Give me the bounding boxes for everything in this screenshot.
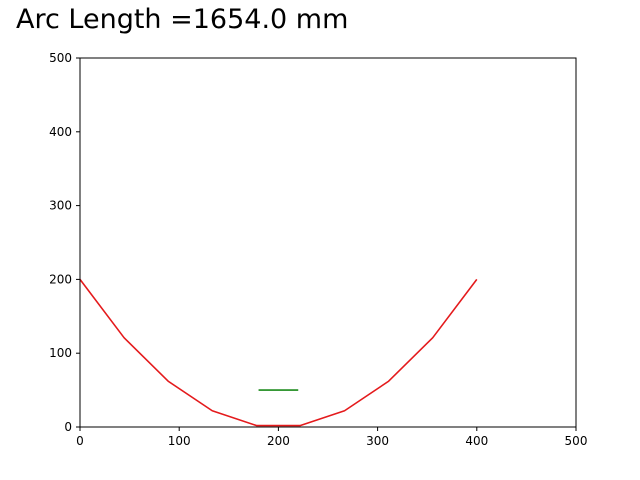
axis-ticks: 0 100 200 300 400 500 0 100 200 300 400 500 [49,51,587,448]
x-tick-label: 200 [267,434,290,448]
y-tick-label: 100 [49,346,72,360]
x-tick-label: 400 [465,434,488,448]
x-tick-label: 100 [168,434,191,448]
y-tick-label: 200 [49,272,72,286]
plot-frame [79,57,577,428]
x-tick-label: 0 [76,434,84,448]
x-tick-label: 300 [366,434,389,448]
y-tick-label: 0 [64,420,72,434]
y-tick-label: 300 [49,199,72,213]
chart-title: Arc Length =1654.0 mm [16,4,349,35]
y-tick-label: 500 [49,51,72,65]
series-line-0 [79,278,478,427]
series-group [79,278,478,427]
x-tick-label: 500 [565,434,588,448]
y-tick-label: 400 [49,125,72,139]
